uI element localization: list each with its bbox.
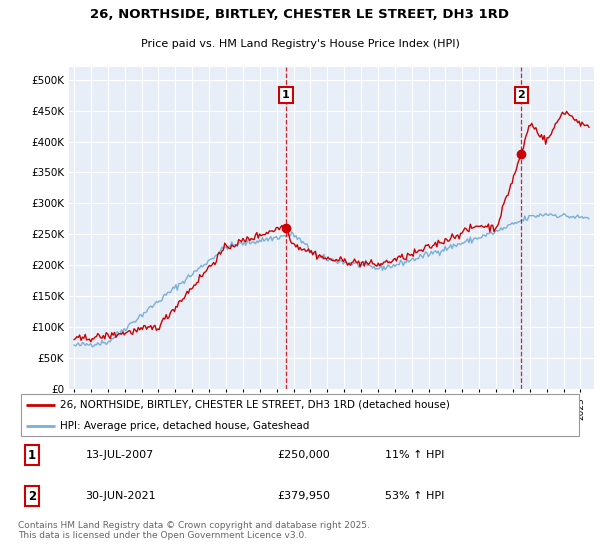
Text: 1: 1 bbox=[282, 90, 290, 100]
Text: 11% ↑ HPI: 11% ↑ HPI bbox=[385, 450, 444, 460]
Text: 53% ↑ HPI: 53% ↑ HPI bbox=[385, 491, 444, 501]
Text: 26, NORTHSIDE, BIRTLEY, CHESTER LE STREET, DH3 1RD (detached house): 26, NORTHSIDE, BIRTLEY, CHESTER LE STREE… bbox=[60, 400, 450, 410]
Text: 2: 2 bbox=[518, 90, 525, 100]
Text: £250,000: £250,000 bbox=[277, 450, 330, 460]
Text: Contains HM Land Registry data © Crown copyright and database right 2025.
This d: Contains HM Land Registry data © Crown c… bbox=[18, 521, 370, 540]
Text: £379,950: £379,950 bbox=[277, 491, 331, 501]
FancyBboxPatch shape bbox=[21, 394, 579, 436]
Text: 30-JUN-2021: 30-JUN-2021 bbox=[86, 491, 157, 501]
Text: 13-JUL-2007: 13-JUL-2007 bbox=[86, 450, 154, 460]
Text: 26, NORTHSIDE, BIRTLEY, CHESTER LE STREET, DH3 1RD: 26, NORTHSIDE, BIRTLEY, CHESTER LE STREE… bbox=[91, 8, 509, 21]
Text: Price paid vs. HM Land Registry's House Price Index (HPI): Price paid vs. HM Land Registry's House … bbox=[140, 39, 460, 49]
Text: 2: 2 bbox=[28, 489, 36, 502]
Text: HPI: Average price, detached house, Gateshead: HPI: Average price, detached house, Gate… bbox=[60, 422, 310, 431]
Text: 1: 1 bbox=[28, 449, 36, 462]
